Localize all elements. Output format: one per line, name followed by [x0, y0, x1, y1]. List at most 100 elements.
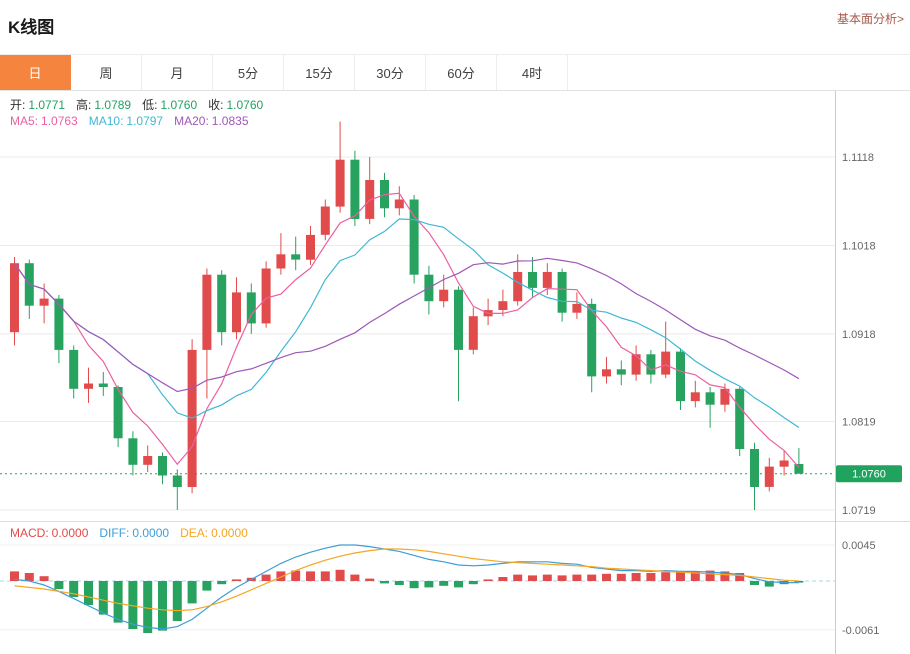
macd-bar: [587, 574, 597, 581]
candle: [172, 475, 182, 487]
macd-histogram: [10, 569, 804, 633]
macd-chart[interactable]: 0.0045 -0.0061: [0, 521, 910, 654]
candle: [631, 354, 641, 375]
macd-bar: [365, 578, 375, 581]
fundamental-analysis-link[interactable]: 基本面分析>: [836, 12, 904, 26]
candle: [690, 392, 700, 402]
macd-gridlines: 0.0045 -0.0061: [0, 540, 879, 637]
macd-bar: [720, 571, 730, 581]
macd-bar: [705, 570, 715, 581]
tab-30min[interactable]: 30分: [355, 55, 426, 90]
y-axis-tick-label: 1.0719: [842, 505, 876, 517]
candle: [454, 289, 463, 350]
y-axis-tick-label: 1.0819: [842, 417, 876, 429]
macd-bar: [513, 574, 523, 581]
macd-bar: [187, 581, 197, 604]
candle: [217, 274, 227, 333]
candle: [764, 466, 774, 487]
macd-bar: [10, 571, 19, 581]
ma-lines: [14, 192, 800, 468]
macd-bar: [646, 573, 656, 581]
candle: [409, 199, 419, 275]
macd-bar: [483, 579, 493, 581]
candle: [468, 316, 478, 350]
macd-bar: [690, 571, 700, 581]
macd-bar: [498, 577, 508, 581]
candle: [528, 272, 537, 288]
candle: [750, 449, 759, 487]
macd-bar: [764, 581, 774, 587]
macd-bar: [735, 573, 745, 581]
macd-bar: [24, 573, 34, 581]
candle: [39, 298, 49, 306]
tab-day[interactable]: 日: [0, 55, 71, 90]
chart-area: 1.1118 1.1018 1.0918 1.0819 1.0719 1.0760 开: 1…: [0, 91, 910, 521]
macd-bar: [424, 581, 434, 588]
candle: [705, 392, 715, 405]
macd-bar: [202, 581, 212, 591]
candle: [143, 456, 153, 465]
candle: [557, 272, 567, 313]
candle: [202, 274, 212, 350]
candlestick-chart[interactable]: 1.1118 1.1018 1.0918 1.0819 1.0719 1.0760: [0, 91, 910, 521]
macd-bar: [128, 581, 138, 629]
candle: [320, 206, 330, 235]
candle: [587, 303, 597, 377]
tab-month[interactable]: 月: [142, 55, 213, 90]
macd-axis-tick-label: -0.0061: [842, 625, 879, 637]
tab-5min[interactable]: 5分: [213, 55, 284, 90]
macd-bar: [661, 572, 671, 581]
tab-4hour[interactable]: 4时: [497, 55, 568, 90]
macd-bar: [232, 579, 241, 581]
candle: [779, 460, 789, 467]
dea-line: [14, 548, 799, 612]
diff-line: [14, 544, 799, 630]
candle: [572, 303, 582, 313]
current-price-badge-label: 1.0760: [852, 469, 886, 481]
candle: [661, 351, 671, 375]
y-axis-tick-label: 1.1118: [842, 152, 874, 164]
macd-bar: [557, 575, 567, 581]
macd-bar: [39, 576, 49, 581]
macd-bar: [261, 574, 271, 581]
candle: [794, 464, 804, 474]
ma20-line: [14, 257, 800, 393]
y-axis-tick-label: 1.1018: [842, 241, 876, 253]
candle: [676, 351, 685, 402]
tab-15min[interactable]: 15分: [284, 55, 355, 90]
y-axis-tick-label: 1.0918: [842, 329, 876, 341]
candle: [98, 383, 108, 387]
macd-bar: [291, 570, 301, 581]
header: K线图 基本面分析>: [0, 0, 910, 54]
candle: [232, 292, 241, 333]
macd-bar: [350, 574, 360, 581]
macd-bar: [750, 581, 759, 585]
macd-axis-tick-label: 0.0045: [842, 540, 876, 552]
candle: [720, 388, 730, 405]
tab-60min[interactable]: 60分: [426, 55, 497, 90]
macd-bar: [143, 581, 153, 633]
macd-bar: [454, 581, 463, 588]
candle: [84, 383, 93, 389]
macd-bar: [439, 581, 449, 586]
candle: [350, 159, 360, 219]
macd-bar: [528, 575, 537, 581]
macd-bar: [394, 581, 404, 585]
candle: [306, 234, 315, 260]
candle: [616, 369, 626, 375]
candle: [513, 272, 523, 302]
macd-bar: [276, 571, 286, 581]
macd-bar: [631, 573, 641, 581]
candle: [10, 263, 19, 333]
macd-bar: [542, 574, 552, 581]
macd-bar: [794, 581, 804, 583]
macd-bar: [113, 581, 123, 623]
macd-bar: [320, 571, 330, 581]
candle: [394, 199, 404, 209]
ma5-line: [14, 192, 800, 468]
candle: [498, 301, 508, 310]
tab-week[interactable]: 周: [71, 55, 142, 90]
macd-bar: [409, 581, 419, 589]
candle: [128, 438, 138, 465]
